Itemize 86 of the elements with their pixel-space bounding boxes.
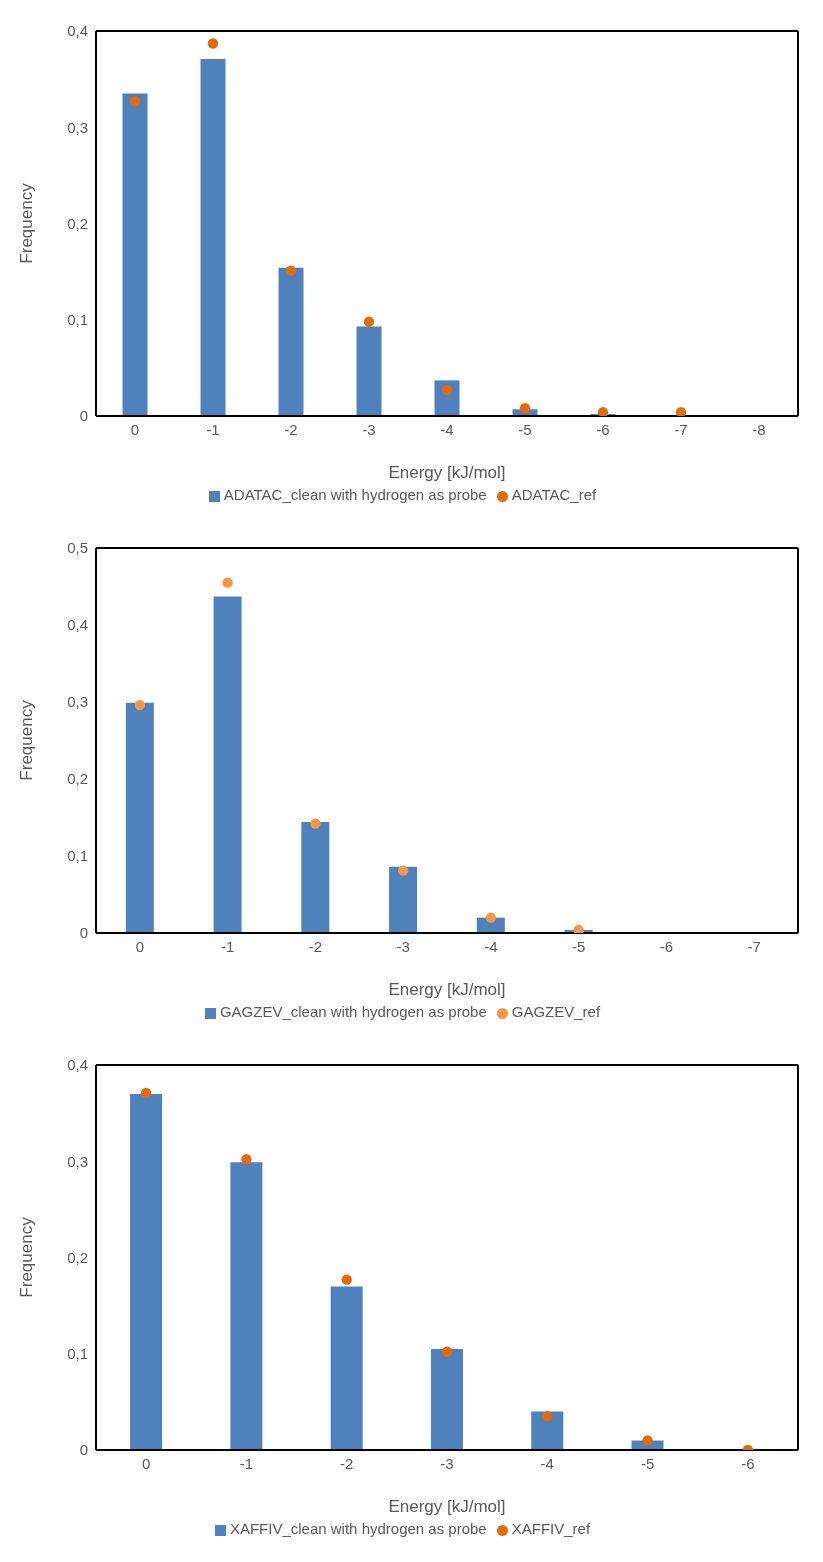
- x-tick-label: -8: [752, 420, 766, 438]
- x-tick-label: -1: [220, 937, 235, 955]
- x-tick-label: -6: [741, 1454, 755, 1472]
- point: [597, 406, 609, 416]
- y-tick-label: 0,1: [67, 1345, 88, 1363]
- x-tick-label: 0: [135, 937, 145, 955]
- point: [207, 38, 219, 49]
- bar: [330, 1286, 363, 1450]
- bar: [230, 1162, 263, 1450]
- x-tick-label: -2: [284, 420, 298, 438]
- bar: [278, 267, 304, 416]
- x-tick-label: -6: [596, 420, 610, 438]
- bar: [301, 822, 330, 933]
- point: [485, 912, 497, 923]
- x-tick-label: -5: [640, 1454, 655, 1472]
- bar: [531, 1411, 564, 1450]
- y-tick-label: 0,1: [67, 311, 88, 329]
- y-tick-label: 0,3: [67, 693, 88, 711]
- y-tick-label: 0,4: [67, 1056, 88, 1074]
- x-axis-title: Energy [kJ/mol]: [388, 1497, 506, 1516]
- bar: [122, 93, 148, 416]
- bar: [213, 596, 242, 933]
- y-tick-label: 0,4: [67, 616, 88, 634]
- legend-label: XAFFIV_clean with hydrogen as probe: [229, 1520, 487, 1537]
- y-tick-label: 0,2: [67, 1248, 88, 1266]
- point: [222, 577, 233, 588]
- point: [542, 1411, 553, 1422]
- x-tick-label: -3: [362, 420, 376, 438]
- bar: [200, 58, 226, 416]
- legend-label: GAGZEV_ref: [511, 1003, 601, 1020]
- y-tick-label: 0,2: [67, 214, 88, 232]
- legend-label: GAGZEV_clean with hydrogen as probe: [219, 1003, 487, 1020]
- bar: [130, 1093, 163, 1450]
- x-tick-label: -7: [674, 420, 688, 438]
- point: [441, 1346, 453, 1358]
- point: [363, 316, 375, 327]
- x-tick-label: -4: [540, 1454, 554, 1472]
- bar: [434, 380, 460, 416]
- x-tick-label: -2: [308, 937, 323, 955]
- x-tick-label: -5: [571, 937, 586, 955]
- point: [341, 1274, 352, 1285]
- x-tick-label: -3: [396, 937, 410, 955]
- y-tick-label: 0,4: [67, 22, 88, 40]
- point: [129, 96, 141, 107]
- x-tick-label: -5: [518, 420, 532, 438]
- x-axis-title: Energy [kJ/mol]: [388, 463, 506, 482]
- x-tick-label: -2: [340, 1454, 354, 1472]
- x-tick-label: -3: [440, 1454, 454, 1472]
- point: [675, 406, 687, 416]
- point: [642, 1435, 653, 1446]
- y-axis-title: Frequency: [17, 1216, 37, 1298]
- x-tick-label: -4: [440, 420, 454, 438]
- point: [397, 865, 409, 876]
- point: [573, 924, 584, 933]
- y-tick-label: 0,3: [67, 118, 88, 136]
- x-tick-label: 0: [130, 420, 140, 438]
- x-tick-label: -6: [659, 937, 674, 955]
- y-axis-title: Frequency: [17, 699, 37, 781]
- y-tick-label: 0: [79, 924, 88, 942]
- bar: [430, 1348, 463, 1450]
- bar: [356, 326, 382, 416]
- bar: [125, 702, 154, 933]
- y-tick-label: 0,2: [67, 770, 88, 788]
- legend-label: ADATAC_ref: [511, 486, 597, 503]
- point: [241, 1154, 252, 1165]
- point: [134, 699, 146, 711]
- point: [310, 818, 321, 829]
- y-tick-label: 0,5: [67, 539, 88, 557]
- x-tick-label: 0: [141, 1454, 151, 1472]
- point: [519, 403, 531, 414]
- point: [140, 1087, 152, 1099]
- x-tick-label: -1: [239, 1454, 254, 1472]
- legend-label: XAFFIV_ref: [511, 1520, 591, 1537]
- y-tick-label: 0: [79, 1441, 88, 1459]
- y-tick-label: 0: [79, 407, 88, 425]
- x-tick-label: -4: [484, 937, 498, 955]
- y-axis-title: Frequency: [17, 182, 37, 264]
- y-tick-label: 0,1: [67, 847, 88, 865]
- bar: [389, 866, 418, 933]
- point: [285, 265, 297, 276]
- x-tick-label: -1: [206, 420, 220, 438]
- point: [441, 384, 453, 396]
- x-axis-title: Energy [kJ/mol]: [388, 980, 506, 999]
- legend-label: ADATAC_clean with hydrogen as probe: [223, 486, 487, 503]
- y-tick-label: 0,3: [67, 1152, 88, 1170]
- x-tick-label: -7: [747, 937, 761, 955]
